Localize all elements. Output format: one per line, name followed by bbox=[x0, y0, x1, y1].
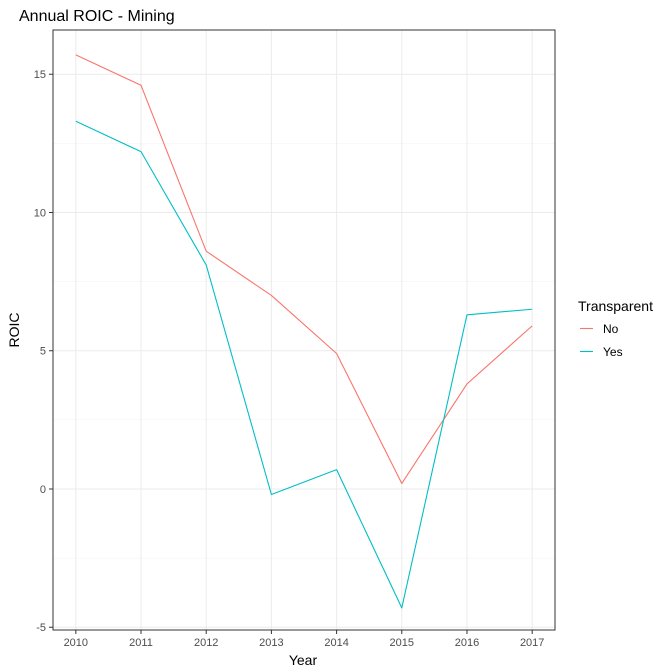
series-line-yes bbox=[75, 120, 533, 609]
plot-border bbox=[52, 29, 556, 631]
x-axis-title: Year bbox=[289, 652, 318, 668]
major-gridlines bbox=[53, 30, 555, 630]
legend: Transparent No Yes bbox=[578, 298, 653, 360]
y-tick-label: -5 bbox=[36, 622, 46, 634]
y-tick-label: 15 bbox=[34, 69, 46, 81]
legend-title: Transparent bbox=[578, 298, 653, 314]
series-lines bbox=[75, 54, 533, 609]
x-tick-label: 2016 bbox=[455, 637, 479, 649]
x-tick-label: 2013 bbox=[259, 637, 283, 649]
series-line-no bbox=[75, 54, 533, 485]
x-tick-label: 2017 bbox=[520, 637, 544, 649]
plot-panel bbox=[53, 30, 555, 630]
legend-label-no: No bbox=[603, 322, 619, 336]
y-tick-label: 0 bbox=[40, 484, 46, 496]
legend-label-yes: Yes bbox=[603, 345, 623, 359]
x-tick-label: 2012 bbox=[194, 637, 218, 649]
x-axis: 2010 2011 2012 2013 2014 2015 2016 2017 bbox=[64, 630, 544, 649]
x-tick-label: 2015 bbox=[390, 637, 414, 649]
x-tick-label: 2011 bbox=[129, 637, 153, 649]
minor-gridlines bbox=[53, 143, 555, 559]
y-tick-label: 5 bbox=[40, 346, 46, 358]
y-tick-label: 10 bbox=[34, 207, 46, 219]
x-tick-label: 2010 bbox=[64, 637, 88, 649]
x-tick-label: 2014 bbox=[324, 637, 348, 649]
y-axis: -5 0 5 10 15 bbox=[34, 69, 53, 634]
chart-title: Annual ROIC - Mining bbox=[19, 8, 175, 25]
y-axis-title: ROIC bbox=[6, 313, 22, 348]
